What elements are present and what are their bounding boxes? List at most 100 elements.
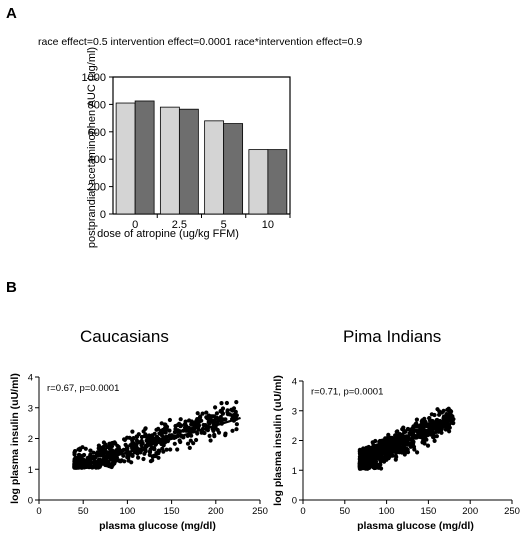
regression-line [78, 416, 241, 469]
scatter-point [126, 455, 131, 460]
scatter-point [185, 441, 191, 446]
scatter-point [360, 448, 365, 453]
scatter-point [383, 446, 388, 451]
scatter-x-tick-label: 100 [379, 506, 395, 517]
scatter-point [164, 435, 169, 440]
scatter-point [88, 448, 93, 453]
scatter-point [164, 447, 169, 452]
scatter-point [408, 431, 413, 436]
scatter-point [112, 461, 117, 466]
scatter-point [414, 417, 419, 422]
scatter-point [425, 443, 431, 448]
scatter-point [380, 438, 385, 443]
scatter-point [137, 440, 142, 445]
scatter-point [424, 424, 429, 429]
scatter-point [437, 412, 442, 417]
bar-y-tick-label: 400 [88, 154, 106, 166]
scatter-point [130, 429, 135, 434]
scatter-point [394, 439, 399, 444]
scatter-point [231, 406, 237, 411]
scatter-caucasians-title: Caucasians [80, 327, 169, 346]
scatter-point [130, 452, 135, 457]
scatter-point [140, 441, 145, 446]
scatter-point [94, 465, 99, 470]
scatter-point [216, 430, 222, 435]
bar-chart-stats-annotation: race effect=0.5 intervention effect=0.00… [38, 36, 363, 48]
scatter-x-tick-label: 150 [420, 506, 436, 517]
scatter-point [204, 410, 209, 415]
scatter-point [211, 420, 216, 425]
scatter-point [233, 414, 238, 419]
scatter-point [199, 418, 204, 423]
scatter-point [164, 427, 169, 432]
scatter-point [418, 429, 423, 434]
scatter-point [390, 453, 395, 458]
scatter-x-axis-label: plasma glucose (mg/dl) [357, 520, 474, 532]
scatter-point [400, 449, 405, 454]
scatter-y-tick-label: 3 [292, 406, 297, 417]
scatter-point [225, 412, 230, 417]
scatter-point [373, 459, 379, 464]
scatter-point [131, 436, 136, 441]
scatter-point [152, 439, 157, 444]
scatter-point [223, 433, 228, 438]
scatter-point [135, 434, 140, 439]
scatter-point [401, 425, 406, 430]
scatter-point [429, 420, 434, 425]
scatter-point [362, 463, 367, 468]
scatter-point [156, 449, 161, 454]
scatter-point [153, 453, 158, 458]
scatter-point [413, 424, 418, 429]
scatter-x-tick-label: 0 [300, 506, 305, 517]
scatter-point [136, 455, 141, 460]
scatter-point [84, 458, 89, 463]
scatter-point [121, 447, 126, 452]
bar-y-tick-label: 0 [100, 209, 106, 221]
scatter-point [106, 461, 111, 466]
scatter-point [435, 407, 440, 412]
scatter-point [109, 441, 114, 446]
scatter-point [434, 418, 439, 423]
scatter-point [125, 435, 130, 440]
scatter-point [187, 445, 192, 450]
scatter-x-axis-label: plasma glucose (mg/dl) [99, 520, 216, 532]
scatter-point [198, 414, 203, 419]
scatter-point [365, 466, 370, 471]
scatter-point [396, 434, 401, 439]
scatter-point [442, 416, 447, 421]
scatter-point [113, 449, 118, 454]
scatter-point [175, 423, 180, 428]
scatter-point [395, 429, 400, 434]
scatter-point [420, 440, 425, 445]
scatter-point [175, 447, 180, 452]
scatter-point [196, 423, 202, 428]
scatter-point [414, 428, 419, 433]
scatter-x-tick-label: 250 [504, 506, 520, 517]
scatter-x-tick-label: 150 [164, 506, 180, 517]
scatter-point [230, 428, 235, 433]
scatter-point [367, 445, 372, 450]
scatter-point [381, 456, 386, 461]
scatter-point [390, 441, 395, 446]
scatter-point [142, 447, 147, 452]
scatter-x-tick-label: 50 [340, 506, 351, 517]
scatter-point [77, 459, 82, 464]
scatter-point [133, 445, 138, 450]
scatter-point [172, 441, 177, 446]
scatter-point [373, 438, 378, 444]
scatter-point [187, 418, 192, 423]
scatter-y-tick-label: 1 [292, 466, 297, 477]
bar-y-tick-label: 600 [88, 127, 106, 139]
scatter-point [206, 413, 212, 418]
scatter-point [185, 427, 191, 432]
scatter-point [160, 427, 165, 433]
scatter-point [415, 450, 420, 455]
scatter-point [206, 416, 211, 421]
scatter-point [199, 430, 204, 435]
scatter-point [375, 449, 380, 454]
scatter-point [394, 454, 399, 460]
scatter-point [168, 447, 173, 452]
scatter-point [109, 464, 114, 470]
scatter-point [188, 438, 193, 443]
